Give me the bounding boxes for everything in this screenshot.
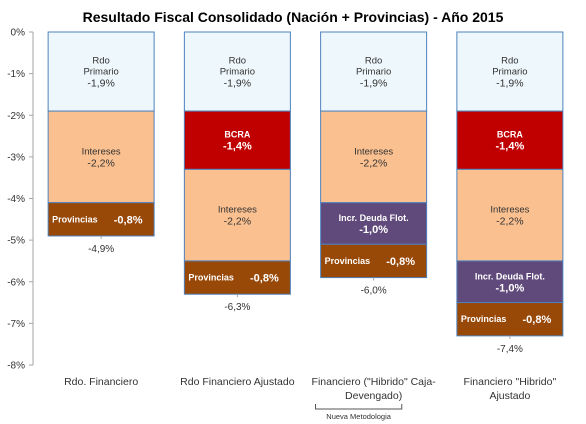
segment-label: Rdo [501, 56, 518, 67]
bar-segment [47, 110, 155, 204]
chart-title: Resultado Fiscal Consolidado (Nación + P… [83, 9, 504, 25]
segment-label: Rdo [229, 56, 246, 67]
y-tick-label: -1% [7, 69, 25, 80]
segment-value-label: -2,2% [224, 216, 251, 228]
segment-label: Intereses [354, 146, 393, 157]
segment-value-label: -0,8% [250, 273, 279, 285]
segment-value-label: -1,9% [87, 78, 114, 90]
segment-value-label: -1,4% [496, 141, 525, 153]
total-label: -6,0% [361, 286, 387, 297]
y-tick-label: -4% [7, 194, 25, 205]
segment-label: Incr. Deuda Flot. [475, 271, 545, 281]
category-label: Rdo. Financiero [64, 376, 138, 388]
bar-segment [320, 110, 428, 204]
segment-value-label: -1,0% [359, 224, 388, 236]
bar-segment [320, 31, 428, 112]
segment-value-label: -1,9% [224, 78, 251, 90]
bar-segment [456, 168, 564, 262]
segment-value-label: -2,2% [87, 157, 114, 169]
segment-value-label: -1,9% [360, 78, 387, 90]
segment-label: Provincias [461, 314, 507, 324]
y-tick-label: -6% [7, 277, 25, 288]
category-label: Financiero "Hibrido" [464, 376, 557, 388]
segment-label: Provincias [52, 214, 98, 224]
y-tick-label: -7% [7, 319, 25, 330]
category-label: Devengado) [345, 390, 402, 402]
segment-label: BCRA [224, 130, 250, 140]
bar-segment [320, 202, 428, 245]
bar-segment [456, 110, 564, 170]
segment-label: Primario [220, 67, 255, 78]
segment-label: Incr. Deuda Flot. [339, 213, 409, 223]
segment-label: Intereses [82, 146, 121, 157]
stacked-bars: RdoPrimario-1,9%Intereses-2,2%Provincias… [47, 31, 564, 355]
segment-label: Intereses [490, 205, 529, 216]
bar-segment [183, 260, 291, 295]
bar-segment [183, 110, 291, 170]
segment-value-label: -1,9% [496, 78, 523, 90]
segment-label: BCRA [497, 130, 523, 140]
y-tick-label: -3% [7, 152, 25, 163]
segment-value-label: -0,8% [386, 256, 415, 268]
segment-value-label: -1,0% [496, 282, 525, 294]
segment-label: Rdo [365, 56, 382, 67]
total-label: -7,4% [497, 344, 523, 355]
segment-label: Primario [492, 67, 527, 78]
y-tick-label: -5% [7, 236, 25, 247]
bar-segment [456, 31, 564, 112]
bar-segment [456, 302, 564, 337]
segment-value-label: -2,2% [360, 157, 387, 169]
category-label: Financiero ("Hibrido" Caja- [312, 376, 437, 388]
segment-label: Intereses [218, 205, 257, 216]
y-axis: 0% -1% -2% -3% -4% -5% -6% -7% -8% [7, 28, 34, 372]
segment-label: Provincias [325, 256, 371, 266]
bar-segment [320, 243, 428, 279]
y-tick-label: 0% [11, 28, 26, 39]
bar-segment [183, 31, 291, 112]
y-tick-label: -8% [7, 361, 25, 372]
segment-value-label: -0,8% [523, 314, 552, 326]
segment-value-label: -0,8% [114, 214, 143, 226]
bar-segment [47, 31, 155, 112]
bracket-line [315, 404, 403, 410]
bar-segment [456, 260, 564, 304]
y-tick-label: -2% [7, 111, 25, 122]
segment-value-label: -2,2% [496, 216, 523, 228]
segment-label: Rdo [92, 56, 109, 67]
segment-label: Primario [356, 67, 391, 78]
category-label: Rdo Financiero Ajustado [180, 376, 295, 388]
total-label: -6,3% [224, 302, 250, 313]
category-label: Ajustado [489, 390, 530, 402]
segment-label: Provincias [188, 273, 234, 283]
methodology-bracket: Nueva Metodologia [315, 404, 403, 421]
total-label: -4,9% [88, 244, 114, 255]
segment-value-label: -1,4% [223, 141, 252, 153]
bar-segment [183, 168, 291, 262]
segment-label: Primario [83, 67, 118, 78]
bracket-label: Nueva Metodologia [326, 412, 391, 421]
x-axis: Rdo. Financiero Rdo Financiero Ajustado Fi… [64, 376, 556, 421]
